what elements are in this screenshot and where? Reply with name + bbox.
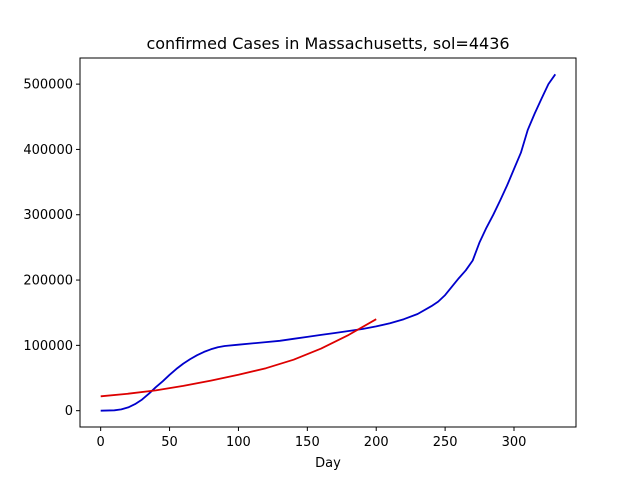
plot-area: 0 50 100 150 200 250 300 0 100000 200000 300000 40… bbox=[23, 57, 577, 450]
y-tick-label: 400000 bbox=[23, 143, 73, 158]
y-axis-ticks: 0 100000 200000 300000 400000 500000 bbox=[23, 78, 80, 419]
x-tick-label: 50 bbox=[161, 435, 178, 450]
series-line-1 bbox=[100, 73, 557, 412]
y-tick-label: 0 bbox=[65, 404, 73, 419]
y-tick-label: 300000 bbox=[23, 208, 73, 223]
series-group bbox=[100, 73, 557, 412]
x-tick-label: 0 bbox=[97, 435, 105, 450]
y-tick-label: 500000 bbox=[23, 78, 73, 93]
chart-title: confirmed Cases in Massachusetts, sol=44… bbox=[146, 34, 509, 53]
y-tick-label: 100000 bbox=[23, 339, 73, 354]
x-tick-label: 300 bbox=[502, 435, 527, 450]
x-axis-label: Day bbox=[315, 456, 341, 471]
x-tick-label: 150 bbox=[295, 435, 320, 450]
x-tick-label: 100 bbox=[226, 435, 251, 450]
plot-frame bbox=[79, 57, 577, 428]
x-tick-label: 250 bbox=[433, 435, 458, 450]
series-line-2 bbox=[100, 318, 377, 398]
y-tick-label: 200000 bbox=[23, 274, 73, 289]
x-axis-ticks: 0 50 100 150 200 250 300 bbox=[97, 427, 527, 450]
x-tick-label: 200 bbox=[364, 435, 389, 450]
